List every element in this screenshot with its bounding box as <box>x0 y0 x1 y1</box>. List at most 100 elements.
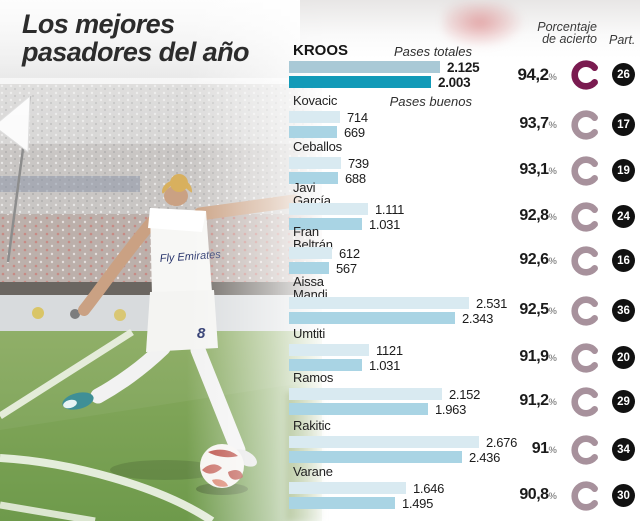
legend-pases-buenos: Pases buenos <box>389 94 472 109</box>
player-name: Kovacic <box>293 93 338 108</box>
value-pases-totales: 2.125 <box>447 60 480 75</box>
bar-pases-buenos <box>289 218 362 230</box>
value-pases-totales: 2.531 <box>476 296 508 311</box>
bar-pases-buenos <box>289 497 395 509</box>
accuracy-donut-icon <box>569 479 603 513</box>
bar-pases-totales <box>289 157 341 169</box>
stadium-photo-art: 8 Fly Emirates <box>0 0 322 521</box>
bar-pases-buenos <box>289 312 455 324</box>
page-title-line2: pasadores del año <box>22 37 249 67</box>
value-pases-buenos: 669 <box>344 125 365 140</box>
percent-sign: % <box>548 305 557 317</box>
accuracy-percentage: 94,2% <box>477 65 557 85</box>
bar-pases-totales <box>289 203 368 215</box>
page-title: Los mejores pasadores del año <box>22 10 249 66</box>
matches-played-badge: 30 <box>612 484 635 507</box>
accuracy-donut-icon <box>569 244 603 278</box>
matches-played-badge: 36 <box>612 299 635 322</box>
accuracy-donut-icon <box>569 433 603 467</box>
accuracy-value: 90,8 <box>519 485 549 503</box>
accuracy-donut-icon <box>569 200 603 234</box>
player-name: Umtiti <box>293 326 326 341</box>
percent-sign: % <box>548 490 557 502</box>
accuracy-percentage: 92,8% <box>477 207 557 225</box>
accuracy-value: 94,2 <box>517 64 549 84</box>
accuracy-value: 91 <box>531 439 549 457</box>
accuracy-percentage: 92,6% <box>477 251 557 269</box>
value-pases-buenos: 1.495 <box>402 496 434 511</box>
matches-played-badge: 29 <box>612 390 635 413</box>
accuracy-value: 91,9 <box>519 347 549 365</box>
value-pases-totales: 739 <box>348 156 369 171</box>
bar-pases-totales <box>289 436 479 448</box>
player-name: Ceballos <box>293 139 342 154</box>
percent-sign: % <box>548 255 557 267</box>
accuracy-donut-icon <box>569 58 603 92</box>
accuracy-value: 92,8 <box>519 206 549 224</box>
matches-played-badge: 24 <box>612 205 635 228</box>
value-pases-buenos: 2.436 <box>469 450 501 465</box>
short-number: 8 <box>197 325 206 342</box>
accuracy-donut-icon <box>569 385 603 419</box>
stadium-photo: 8 Fly Emirates <box>0 0 322 521</box>
value-pases-buenos: 1.031 <box>369 358 401 373</box>
value-pases-buenos: 2.343 <box>462 311 494 326</box>
bar-pases-totales <box>289 247 332 259</box>
matches-played-badge: 17 <box>612 113 635 136</box>
bar-pases-buenos <box>289 76 431 88</box>
percent-sign: % <box>548 71 557 83</box>
percent-sign: % <box>548 119 557 131</box>
value-pases-totales: 2.676 <box>486 435 518 450</box>
participation-column-header: Part. <box>609 33 636 47</box>
bar-pases-buenos <box>289 262 329 274</box>
bar-pases-totales <box>289 111 340 123</box>
percent-sign: % <box>548 352 557 364</box>
value-pases-buenos: 1.963 <box>435 402 467 417</box>
matches-played-badge: 20 <box>612 346 635 369</box>
accuracy-percentage: 93,1% <box>477 161 557 179</box>
bar-pases-buenos <box>289 403 428 415</box>
accuracy-value: 91,2 <box>519 391 549 409</box>
accuracy-donut-icon <box>569 294 603 328</box>
accuracy-percentage: 91,9% <box>477 348 557 366</box>
percent-sign: % <box>548 396 557 408</box>
bar-pases-buenos <box>289 359 362 371</box>
accuracy-column-header: Porcentaje de acierto <box>537 20 597 46</box>
bar-pases-totales <box>289 61 440 73</box>
accuracy-donut-icon <box>569 154 603 188</box>
bar-pases-totales <box>289 388 442 400</box>
accuracy-percentage: 92,5% <box>477 301 557 319</box>
value-pases-totales: 1121 <box>376 343 403 358</box>
accuracy-percentage: 93,7% <box>477 115 557 133</box>
value-pases-totales: 2.152 <box>449 387 481 402</box>
matches-played-badge: 26 <box>612 63 635 86</box>
bar-pases-buenos <box>289 172 338 184</box>
value-pases-totales: 612 <box>339 246 360 261</box>
accuracy-percentage: 90,8% <box>477 486 557 504</box>
bar-pases-totales <box>289 344 369 356</box>
stadium-red-sign-blur <box>443 2 525 48</box>
percent-sign: % <box>548 165 557 177</box>
matches-played-badge: 34 <box>612 438 635 461</box>
accuracy-header-line2: de acierto <box>542 31 597 46</box>
value-pases-totales: 1.111 <box>375 202 405 217</box>
player-name: Varane <box>293 464 333 479</box>
value-pases-buenos: 1.031 <box>369 217 401 232</box>
legend-pases-totales: Pases totales <box>393 44 472 59</box>
accuracy-donut-icon <box>569 341 603 375</box>
accuracy-value: 93,7 <box>519 114 549 132</box>
value-pases-buenos: 2.003 <box>438 75 471 90</box>
value-pases-totales: 1.646 <box>413 481 445 496</box>
bar-pases-buenos <box>289 126 337 138</box>
player-name: Rakitic <box>293 418 331 433</box>
accuracy-percentage: 91,2% <box>477 392 557 410</box>
bar-pases-totales <box>289 297 469 309</box>
value-pases-buenos: 567 <box>336 261 357 276</box>
percent-sign: % <box>548 211 557 223</box>
value-pases-totales: 714 <box>347 110 368 125</box>
accuracy-value: 93,1 <box>519 160 549 178</box>
accuracy-donut-icon <box>569 108 603 142</box>
accuracy-header-line1: Porcentaje <box>537 20 597 34</box>
player-name: Ramos <box>293 370 334 385</box>
